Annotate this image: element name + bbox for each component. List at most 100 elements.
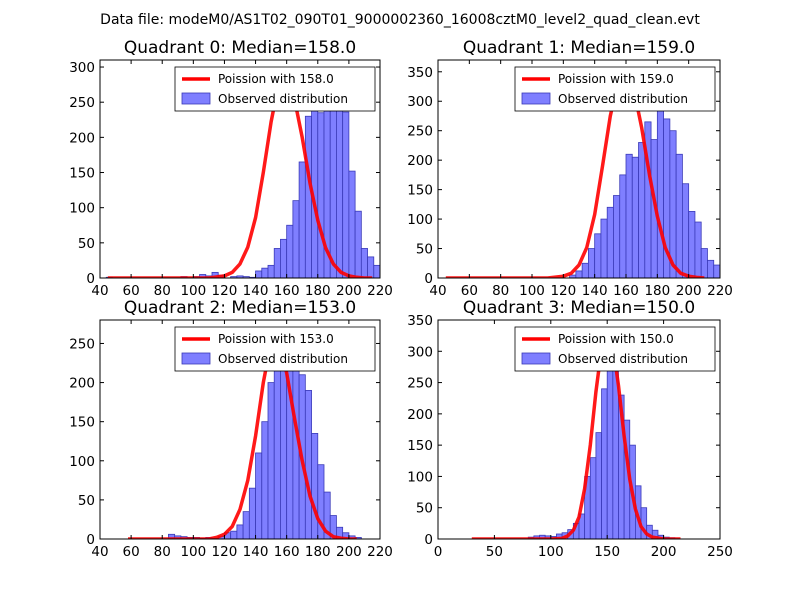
quadrant-2-chart: Quadrant 2: Median=153.0 40 60 80 100 120 140 1… bbox=[69, 298, 393, 560]
x-tick-label: 40 bbox=[91, 544, 108, 560]
histogram-bar bbox=[575, 270, 583, 278]
y-tick-label: 0 bbox=[86, 271, 95, 287]
legend: Poission with 150.0 Observed distribution bbox=[514, 326, 716, 372]
histogram-bar bbox=[600, 218, 608, 278]
histogram-bar bbox=[606, 357, 614, 539]
y-tick-label: 50 bbox=[416, 501, 433, 517]
axes-frame bbox=[99, 319, 381, 540]
histogram-bar bbox=[682, 183, 690, 278]
x-tick-label: 100 bbox=[538, 544, 564, 560]
histogram-bar bbox=[280, 238, 288, 278]
histogram-bar bbox=[236, 524, 244, 539]
histogram-bar bbox=[367, 256, 375, 278]
x-tick-label: 60 bbox=[123, 544, 140, 560]
x-tick-label: 220 bbox=[367, 283, 393, 299]
x-tick-label: 60 bbox=[461, 283, 478, 299]
histogram-bar bbox=[411, 277, 417, 278]
legend-bars-swatch bbox=[181, 92, 211, 105]
legend-bars-swatch bbox=[181, 352, 211, 365]
y-tick-label: 200 bbox=[407, 153, 433, 169]
x-tick-label: 200 bbox=[676, 283, 702, 299]
x-tick-label: 40 bbox=[91, 283, 108, 299]
x-tick-label: 200 bbox=[336, 544, 362, 560]
legend-bars-swatch bbox=[521, 352, 551, 365]
quadrant-3-chart: Quadrant 3: Median=150.0 0 50 100 150 200 250 0… bbox=[407, 298, 733, 560]
x-tick-label: 140 bbox=[243, 544, 269, 560]
histogram-bar bbox=[594, 233, 602, 278]
histogram-bar bbox=[619, 174, 627, 278]
x-tick-label: 250 bbox=[707, 544, 733, 560]
histogram-bar bbox=[242, 511, 250, 539]
histogram-bar bbox=[606, 206, 614, 278]
y-tick-label: 250 bbox=[407, 124, 433, 140]
histogram-bars bbox=[105, 80, 417, 278]
histogram-bar bbox=[589, 457, 597, 539]
quadrant-0-chart: Quadrant 0: Median=158.0 40 60 80 100 120 140 1… bbox=[69, 38, 417, 299]
x-tick-label: 80 bbox=[492, 283, 509, 299]
histogram-bar bbox=[601, 388, 608, 539]
histogram-bar bbox=[255, 452, 263, 539]
x-tick-label: 50 bbox=[486, 544, 503, 560]
y-tick-label: 150 bbox=[69, 166, 95, 182]
axes-frame bbox=[437, 319, 721, 540]
histogram-bar bbox=[286, 224, 294, 278]
histogram-bar bbox=[292, 358, 300, 539]
histogram-bar bbox=[379, 269, 380, 278]
histogram-bar bbox=[248, 487, 256, 539]
y-tick-label: 350 bbox=[407, 313, 433, 329]
y-tick-label: 50 bbox=[416, 242, 433, 258]
axes-frame bbox=[437, 59, 721, 279]
y-tick-label: 0 bbox=[424, 532, 433, 548]
histogram-bar bbox=[329, 87, 337, 278]
histogram-bar bbox=[255, 270, 263, 278]
x-tick-label: 180 bbox=[305, 283, 331, 299]
x-tick-label: 160 bbox=[274, 283, 300, 299]
x-tick-label: 80 bbox=[154, 544, 171, 560]
legend-bars-label: Observed distribution bbox=[218, 92, 348, 106]
histogram-bar bbox=[360, 248, 368, 278]
x-tick-label: 150 bbox=[594, 544, 620, 560]
y-tick-label: 150 bbox=[407, 438, 433, 454]
x-tick-label: 220 bbox=[707, 283, 733, 299]
y-tick-label: 0 bbox=[424, 271, 433, 287]
histogram-bar bbox=[304, 115, 312, 278]
x-tick-label: 100 bbox=[180, 283, 206, 299]
y-tick-label: 200 bbox=[407, 407, 433, 423]
x-tick-label: 120 bbox=[212, 283, 238, 299]
histogram-bar bbox=[688, 211, 696, 278]
histogram-bar bbox=[386, 272, 392, 278]
x-tick-label: 140 bbox=[243, 283, 269, 299]
histogram-bar bbox=[230, 530, 238, 539]
histogram-bar bbox=[292, 200, 300, 278]
y-tick-label: 200 bbox=[69, 130, 95, 146]
histogram-bar bbox=[261, 421, 269, 539]
legend-bars-label: Observed distribution bbox=[218, 352, 348, 366]
x-tick-label: 0 bbox=[434, 544, 443, 560]
legend-bars-swatch bbox=[521, 92, 551, 105]
histogram-bar bbox=[298, 161, 306, 278]
histogram-bar bbox=[399, 276, 405, 278]
figure-suptitle: Data file: modeM0/AS1T02_090T01_90000023… bbox=[100, 12, 700, 28]
histogram-bar bbox=[700, 248, 708, 278]
y-tick-label: 250 bbox=[407, 376, 433, 392]
histogram-bar bbox=[311, 433, 319, 539]
legend-bars-label: Observed distribution bbox=[558, 92, 688, 106]
legend-curve-label: Poission with 153.0 bbox=[218, 332, 334, 346]
quadrant-1-chart: Quadrant 1: Median=159.0 40 60 80 100 120 140 1… bbox=[407, 38, 733, 299]
histogram-bar bbox=[675, 153, 683, 278]
y-tick-label: 150 bbox=[407, 183, 433, 199]
histogram-bar bbox=[317, 112, 325, 278]
y-tick-label: 200 bbox=[69, 376, 95, 392]
x-tick-label: 160 bbox=[274, 544, 300, 560]
x-tick-label: 60 bbox=[123, 283, 140, 299]
legend: Poission with 158.0 Observed distribution bbox=[174, 66, 376, 112]
axes-frame bbox=[99, 59, 381, 279]
histogram-bar bbox=[405, 277, 411, 278]
legend-bars-label: Observed distribution bbox=[558, 352, 688, 366]
histogram-bar bbox=[348, 170, 356, 278]
x-tick-label: 160 bbox=[613, 283, 639, 299]
y-tick-label: 300 bbox=[407, 94, 433, 110]
histogram-bar bbox=[588, 248, 596, 278]
y-tick-label: 300 bbox=[69, 60, 95, 76]
histogram-bar bbox=[273, 354, 281, 539]
